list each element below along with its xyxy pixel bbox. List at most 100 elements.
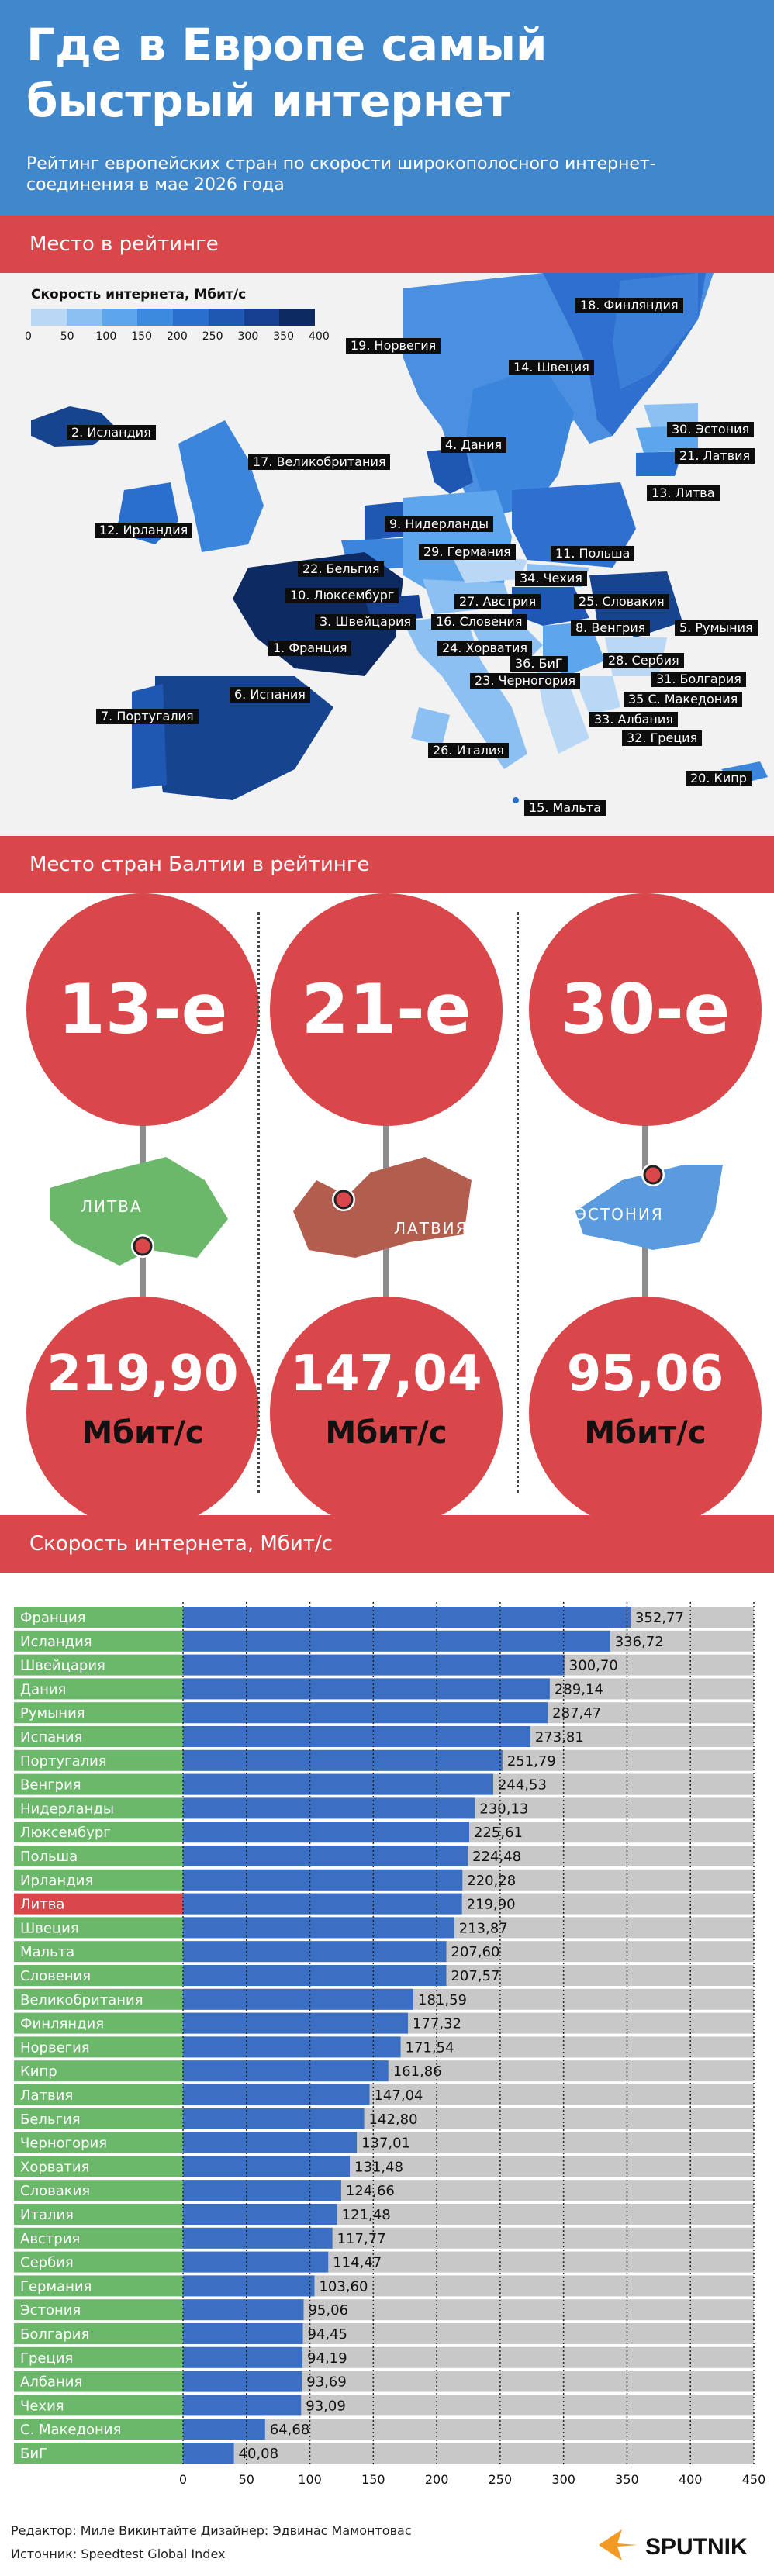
category-label: Дания <box>20 1681 66 1697</box>
speed-unit: Мбит/с <box>584 1415 707 1451</box>
map-label-iceland: 2. Исландия <box>67 425 156 440</box>
country-name: ЭСТОНИЯ <box>575 1205 664 1224</box>
category-label: БиГ <box>20 2446 47 2462</box>
bar <box>183 1893 462 1915</box>
category-label-bg <box>14 1869 183 1891</box>
category-label: Греция <box>20 2350 73 2367</box>
x-tick-label: 150 <box>361 2472 385 2487</box>
category-label-bg <box>14 1773 183 1795</box>
category-label-bg <box>14 2108 183 2129</box>
rank-circle: 30-е <box>529 893 762 1126</box>
credits: Редактор: Миле Викинтайте Дизайнер: Эдви… <box>11 2523 412 2538</box>
section-title-speed: Скорость интернета, Мбит/с <box>0 1515 774 1573</box>
category-label: Испания <box>20 1729 82 1746</box>
map-label-germany: 29. Германия <box>419 544 516 560</box>
map-label-ireland: 12. Ирландия <box>95 523 193 538</box>
category-label-bg <box>14 1797 183 1819</box>
bar <box>183 1773 493 1795</box>
legend-swatch <box>137 309 173 326</box>
category-label: Бельгия <box>20 2112 81 2128</box>
bar-value-label: 121,48 <box>342 2207 391 2223</box>
bar-value-label: 147,04 <box>374 2087 423 2104</box>
category-label: Ирландия <box>20 1873 93 1889</box>
category-label-bg <box>14 2036 183 2058</box>
bar <box>183 2204 337 2225</box>
category-label-bg <box>14 2084 183 2105</box>
category-label-bg <box>14 2204 183 2225</box>
legend-tick: 100 <box>95 330 117 343</box>
bar-value-label: 287,47 <box>552 1705 601 1721</box>
bar <box>183 1607 631 1628</box>
category-label-bg <box>14 1654 183 1676</box>
map-label-italy: 26. Италия <box>428 743 509 758</box>
category-label: Черногория <box>20 2136 107 2152</box>
category-label: Болгария <box>20 2326 89 2343</box>
category-label: Сербия <box>20 2255 74 2271</box>
bar <box>183 2132 358 2153</box>
category-label: Албания <box>20 2374 82 2391</box>
category-label: С. Македония <box>20 2422 121 2438</box>
category-label-bg <box>14 2443 183 2464</box>
speed-circle: 219,90 Мбит/с <box>26 1297 259 1529</box>
speed-chart: Франция 352,77 Исландия 336,72 Швейцария 300,… <box>0 1573 774 2526</box>
rank-value: 13-е <box>57 969 228 1049</box>
bar-track <box>183 2443 754 2464</box>
map-label-estonia: 30. Эстония <box>667 422 755 437</box>
map-label-austria: 27. Австрия <box>454 594 541 609</box>
map-label-croatia: 24. Хорватия <box>437 641 533 656</box>
legend-swatch <box>66 309 102 326</box>
speed-circle: 95,06 Мбит/с <box>529 1297 762 1529</box>
bar-value-label: 124,66 <box>346 2183 395 2199</box>
bar <box>183 1797 475 1819</box>
bar-value-label: 64,68 <box>270 2422 310 2438</box>
baltic-column: 13-е ЛИТВА 219,90 Мбит/с <box>26 893 259 1529</box>
bar-value-label: 142,80 <box>369 2112 418 2128</box>
category-label-bg <box>14 1726 183 1747</box>
bar-value-label: 336,72 <box>615 1634 664 1650</box>
bar-value-label: 207,57 <box>451 1968 499 1984</box>
rank-value: 30-е <box>560 969 731 1049</box>
category-label: Литва <box>20 1897 64 1913</box>
bar-value-label: 230,13 <box>479 1801 528 1817</box>
bar-value-label: 181,59 <box>418 1992 467 2008</box>
category-label-bg <box>14 2251 183 2273</box>
map-label-switzerland: 3. Швейцария <box>315 614 416 630</box>
category-label: Эстония <box>20 2302 81 2319</box>
legend-swatch <box>173 309 209 326</box>
bar-value-label: 251,79 <box>507 1753 556 1770</box>
speed-value: 147,04 <box>290 1345 482 1403</box>
bar-value-label: 171,54 <box>406 2039 454 2056</box>
bar-value-label: 219,90 <box>467 1897 516 1913</box>
map-label-denmark: 4. Дания <box>441 437 507 453</box>
category-label-bg <box>14 2419 183 2440</box>
source: Источник: Speedtest Global Index <box>11 2547 226 2561</box>
category-label: Словения <box>20 1968 91 1984</box>
bar <box>183 2371 302 2392</box>
bar <box>183 2443 234 2464</box>
map-label-bih: 36. БиГ <box>510 656 568 672</box>
country-shape <box>575 1163 723 1250</box>
category-label: Швейцария <box>20 1658 105 1674</box>
bar <box>183 2227 333 2249</box>
bar <box>183 2036 401 2058</box>
legend-color-scale <box>31 309 315 326</box>
x-tick-label: 100 <box>298 2472 322 2487</box>
header: Где в Европе самый быстрый интернет Рейт… <box>0 0 774 216</box>
legend-swatch <box>279 309 315 326</box>
map-label-finland: 18. Финляндия <box>575 298 683 313</box>
category-label: Португалия <box>20 1753 107 1770</box>
category-label: Франция <box>20 1610 86 1626</box>
bar <box>183 1941 447 1963</box>
country-shape <box>50 1157 228 1266</box>
bar-value-label: 352,77 <box>635 1610 684 1626</box>
x-tick-label: 350 <box>615 2472 639 2487</box>
bar <box>183 2251 329 2273</box>
rank-circle: 21-е <box>270 893 503 1126</box>
category-label-bg <box>14 2012 183 2034</box>
x-tick-label: 250 <box>489 2472 513 2487</box>
map-label-greece: 32. Греция <box>622 730 703 746</box>
category-label: Словакия <box>20 2183 90 2199</box>
category-label-bg <box>14 1917 183 1939</box>
category-label: Чехия <box>20 2398 64 2414</box>
category-label: Германия <box>20 2278 92 2295</box>
